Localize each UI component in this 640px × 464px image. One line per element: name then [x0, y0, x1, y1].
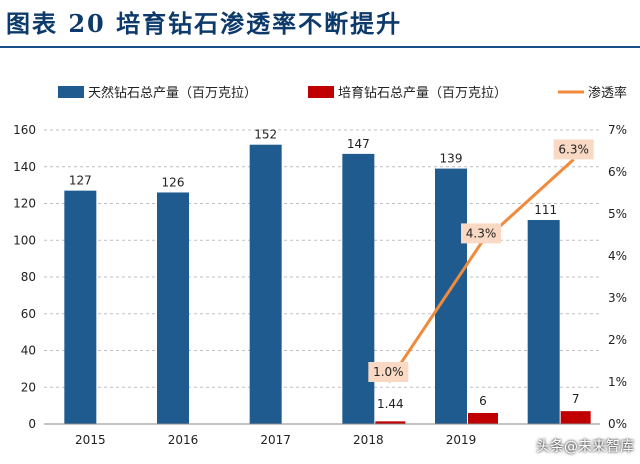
x-tick-label: 2017	[260, 433, 291, 447]
bars	[64, 144, 591, 424]
bar-natural	[342, 153, 375, 424]
y-tick-label: 40	[21, 344, 36, 358]
bar-lab	[468, 412, 498, 424]
y-tick-label: 60	[21, 307, 36, 321]
bar-lab	[375, 421, 406, 424]
bar-natural	[435, 168, 467, 424]
legend: 天然钻石总产量（百万克拉） 培育钻石总产量（百万克拉） 渗透率	[58, 85, 627, 101]
y2-tick-label: 5%	[608, 207, 627, 221]
data-label-natural: 111	[534, 203, 557, 217]
x-tick-label: 2016	[168, 433, 199, 447]
legend-label: 天然钻石总产量（百万克拉）	[88, 85, 257, 101]
x-tick-label: 2015	[75, 433, 106, 447]
legend-swatch	[58, 86, 84, 98]
y2-tick-label: 7%	[608, 123, 627, 137]
rate-label-box	[368, 362, 409, 382]
rate-label-box	[461, 223, 501, 244]
y-tick-label: 160	[13, 123, 36, 137]
y-tick-label: 120	[13, 197, 36, 211]
data-label-natural: 152	[254, 128, 277, 142]
data-label-natural: 139	[440, 152, 463, 166]
x-tick-label: 2019	[446, 433, 477, 447]
legend-label: 渗透率	[588, 85, 627, 101]
bar-natural	[249, 144, 282, 424]
y-tick-label: 0	[28, 417, 36, 431]
bar-lab	[560, 411, 591, 424]
y2-tick-label: 1%	[608, 375, 627, 389]
watermark: 头条@未来智库	[536, 439, 634, 455]
y-tick-label: 20	[21, 380, 36, 394]
y2-tick-label: 4%	[608, 249, 627, 263]
rate-line	[368, 139, 594, 383]
data-label-lab: 1.44	[377, 397, 404, 411]
data-label-natural: 147	[347, 137, 370, 151]
title-divider	[0, 46, 640, 48]
x-tick-label: 2018	[353, 433, 384, 447]
data-label-rate: 6.3%	[558, 142, 589, 156]
y2-tick-label: 0%	[608, 417, 627, 431]
y2-tick-label: 3%	[608, 291, 627, 305]
data-labels: 127 126 152 147 139 111 1.44 6 7 1.0% 4.3% 6.3%	[69, 128, 589, 411]
y-tick-label: 80	[21, 270, 36, 284]
bar-natural	[64, 190, 97, 424]
axes: 0 20 40 60 80 100 120 140 160 0% 1% 2% 3% 4% 5% 6% 7% 201…	[13, 123, 627, 447]
data-label-natural: 127	[69, 174, 92, 188]
rate-label-box	[553, 139, 594, 160]
data-label-rate: 4.3%	[466, 226, 497, 240]
data-label-lab: 7	[572, 392, 580, 406]
data-label-natural: 126	[162, 175, 185, 189]
y-tick-label: 100	[13, 233, 36, 247]
legend-swatch	[308, 86, 334, 98]
gridlines	[44, 129, 600, 388]
data-label-lab: 6	[479, 394, 487, 408]
bar-natural	[527, 220, 560, 424]
data-label-rate: 1.0%	[373, 365, 404, 379]
y2-tick-label: 6%	[608, 165, 627, 179]
y-tick-label: 140	[13, 160, 36, 174]
y2-tick-label: 2%	[608, 333, 627, 347]
chart-title: 图表 20 培育钻石渗透率不断提升	[6, 9, 403, 38]
bar-natural	[157, 192, 189, 424]
legend-label: 培育钻石总产量（百万克拉）	[338, 85, 507, 101]
